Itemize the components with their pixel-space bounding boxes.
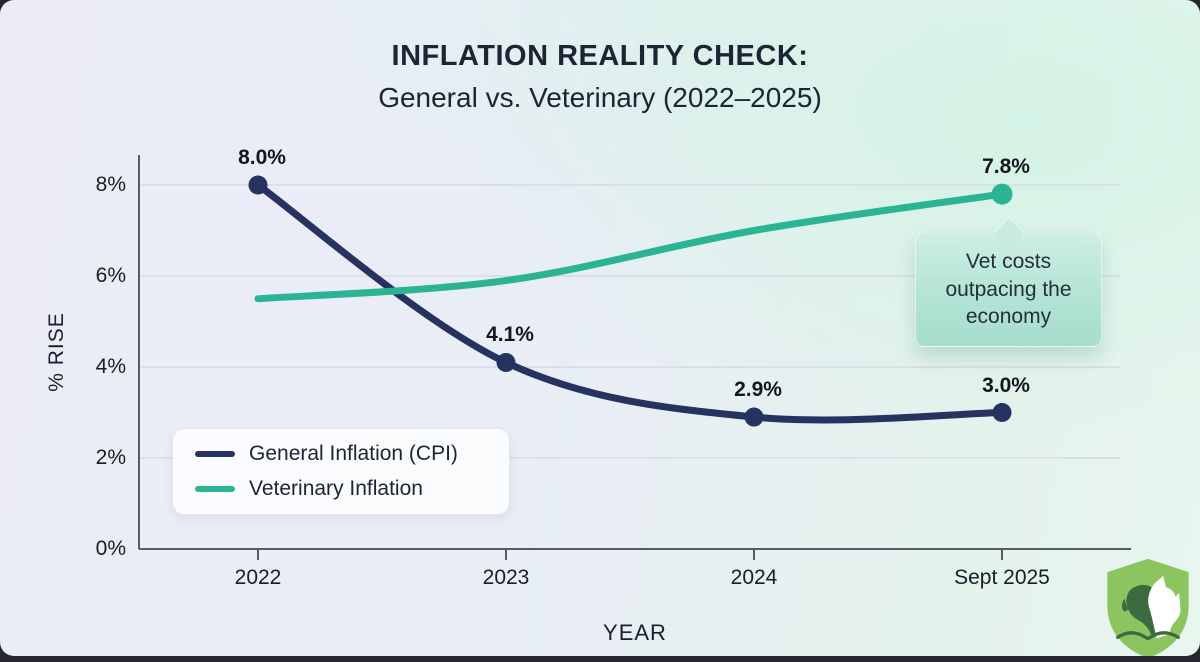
chart-title-line2: General vs. Veterinary (2022–2025) — [378, 82, 822, 113]
x-axis-title: YEAR — [603, 620, 667, 645]
legend-item-general-inflation: General Inflation (CPI) — [195, 442, 495, 466]
data-point-label: 2.9% — [734, 378, 782, 402]
data-point-label: 7.8% — [982, 155, 1030, 179]
y-tick-label: 6% — [95, 264, 126, 287]
annotation-text: Vet costs outpacing the economy — [945, 249, 1072, 329]
general-inflation-line-swatch — [195, 451, 235, 457]
x-tick-label: 2022 — [234, 566, 282, 589]
y-tick-label: 8% — [95, 173, 126, 196]
x-tick-label: Sept 2025 — [954, 566, 1050, 589]
legend-label-general-inflation: General Inflation (CPI) — [249, 442, 458, 465]
veterinary-inflation-line-swatch — [195, 486, 235, 492]
legend-label-veterinary-inflation: Veterinary Inflation — [249, 477, 423, 500]
chart-title-line1: INFLATION REALITY CHECK: — [391, 40, 809, 72]
pet-shield-logo — [1107, 558, 1189, 656]
legend-item-veterinary-inflation: Veterinary Inflation — [195, 477, 495, 501]
y-axis-title: % RISE — [45, 312, 68, 392]
annotation-callout: Vet costs outpacing the economy — [915, 232, 1102, 347]
y-tick-label: 2% — [95, 446, 126, 469]
x-tick-label: 2024 — [730, 566, 778, 589]
data-point-label: 8.0% — [238, 146, 286, 169]
x-tick-label: 2023 — [482, 566, 530, 589]
data-point-label: 4.1% — [486, 323, 534, 347]
y-tick-label: 0% — [95, 537, 126, 560]
chart-title: INFLATION REALITY CHECK: General vs. Vet… — [0, 40, 1200, 114]
legend: General Inflation (CPI) Veterinary Infla… — [172, 428, 510, 515]
data-point-label: 3.0% — [982, 373, 1030, 397]
y-tick-label: 4% — [95, 355, 126, 378]
